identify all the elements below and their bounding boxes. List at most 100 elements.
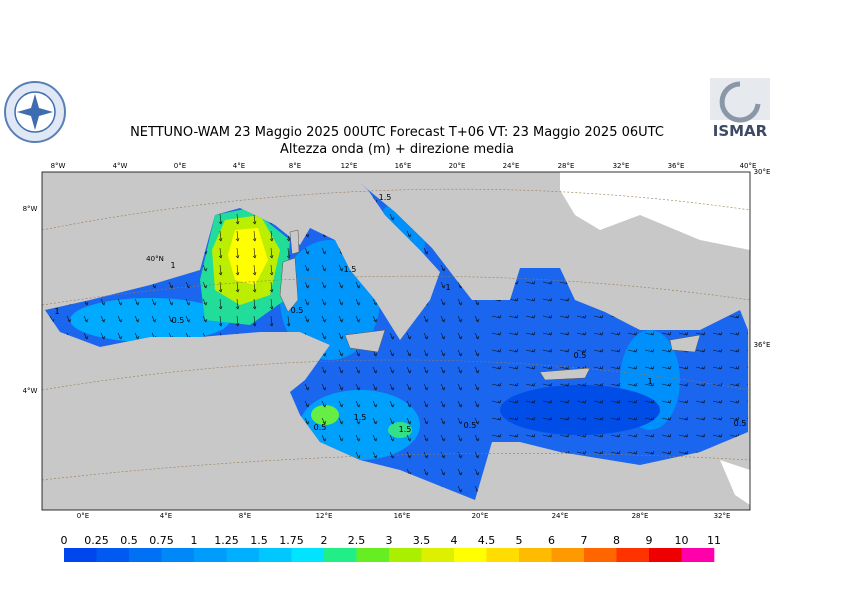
direction-arrow (559, 399, 570, 404)
direction-arrow (661, 433, 672, 438)
direction-arrow (372, 383, 378, 391)
direction-arrow (678, 365, 689, 370)
direction-arrow (321, 366, 327, 374)
direction-arrow (389, 383, 395, 391)
direction-arrow (712, 416, 723, 421)
direction-arrow (423, 247, 429, 255)
direction-arrow (695, 331, 706, 336)
direction-arrow (610, 433, 621, 438)
direction-arrow (457, 468, 463, 476)
colorbar-cell (161, 548, 195, 562)
direction-arrow (83, 315, 89, 323)
direction-arrow (661, 450, 672, 455)
direction-arrow (406, 383, 412, 391)
direction-arrow (440, 315, 446, 323)
direction-arrow (202, 315, 208, 323)
direction-arrow (610, 416, 621, 421)
direction-arrow (235, 264, 240, 276)
direction-arrow (235, 213, 240, 225)
colorbar-label: 4.5 (478, 534, 496, 547)
direction-arrow (168, 298, 174, 306)
direction-arrow (474, 383, 480, 391)
direction-arrow (269, 230, 274, 242)
direction-arrow (355, 366, 361, 374)
direction-arrow (304, 383, 310, 391)
direction-arrow (457, 349, 463, 357)
colorbar-cell (96, 548, 130, 562)
direction-arrow (644, 365, 655, 370)
direction-arrow (491, 314, 502, 319)
direction-arrow (678, 399, 689, 404)
direction-arrow (695, 433, 706, 438)
direction-arrow (406, 349, 412, 357)
direction-arrow (542, 365, 553, 370)
contour-label: 1.5 (379, 193, 392, 202)
direction-arrow (729, 382, 740, 387)
direction-arrow (286, 247, 291, 259)
colorbar-label: 3 (386, 534, 393, 547)
direction-arrow (695, 399, 706, 404)
direction-arrow (100, 332, 106, 340)
direction-arrow (491, 382, 502, 387)
colorbar-cell (584, 548, 617, 562)
logo-text: ISMAR (713, 122, 768, 140)
direction-arrow (576, 450, 587, 455)
logo-right: ISMAR (710, 78, 770, 140)
direction-arrow (593, 433, 604, 438)
direction-arrow (729, 416, 740, 421)
colorbar-cell (194, 548, 227, 562)
direction-arrow (321, 400, 327, 408)
direction-arrow (525, 280, 536, 285)
direction-arrow (661, 416, 672, 421)
direction-arrow (83, 332, 89, 340)
lon-label: 4°E (160, 512, 172, 520)
subtitle: Altezza onda (m) + direzione media (280, 142, 514, 157)
direction-arrow (202, 264, 208, 272)
direction-arrow (576, 416, 587, 421)
lon-label: 24°E (552, 512, 569, 520)
direction-arrow (525, 348, 536, 353)
direction-arrow (712, 331, 723, 336)
lon-label: 16°E (394, 512, 411, 520)
direction-arrow (252, 281, 257, 293)
direction-arrow (508, 348, 519, 353)
colorbar-label: 9 (646, 534, 653, 547)
lon-label: 32°E (714, 512, 731, 520)
direction-arrow (100, 298, 106, 306)
direction-arrow (576, 382, 587, 387)
direction-arrow (269, 264, 274, 276)
lon-label: 8°E (289, 162, 301, 170)
colorbar-cell (226, 548, 260, 562)
direction-arrow (235, 247, 240, 259)
direction-arrow (151, 298, 157, 306)
direction-arrow (678, 416, 689, 421)
direction-arrow (134, 298, 140, 306)
colorbar-label: 10 (675, 534, 689, 547)
direction-arrow (423, 468, 429, 476)
direction-arrow (218, 247, 223, 259)
direction-arrow (695, 382, 706, 387)
direction-arrow (491, 348, 502, 353)
contour-label: 0.5 (314, 423, 327, 432)
direction-arrow (66, 315, 72, 323)
direction-arrow (440, 366, 446, 374)
direction-arrow (474, 468, 480, 476)
direction-arrow (729, 399, 740, 404)
direction-arrow (355, 417, 361, 425)
direction-arrow (117, 332, 123, 340)
direction-arrow (202, 281, 208, 289)
colorbar-cell (64, 548, 97, 562)
direction-arrow (423, 383, 429, 391)
direction-arrow (304, 400, 310, 408)
lon-label: 8°E (239, 512, 251, 520)
direction-arrow (355, 281, 361, 289)
direction-arrow (457, 332, 463, 340)
direction-arrow (457, 451, 463, 459)
direction-arrow (440, 298, 446, 306)
direction-arrow (423, 417, 429, 425)
direction-arrow (712, 348, 723, 353)
direction-arrow (474, 400, 480, 408)
logo-left (4, 81, 66, 143)
direction-arrow (474, 349, 480, 357)
